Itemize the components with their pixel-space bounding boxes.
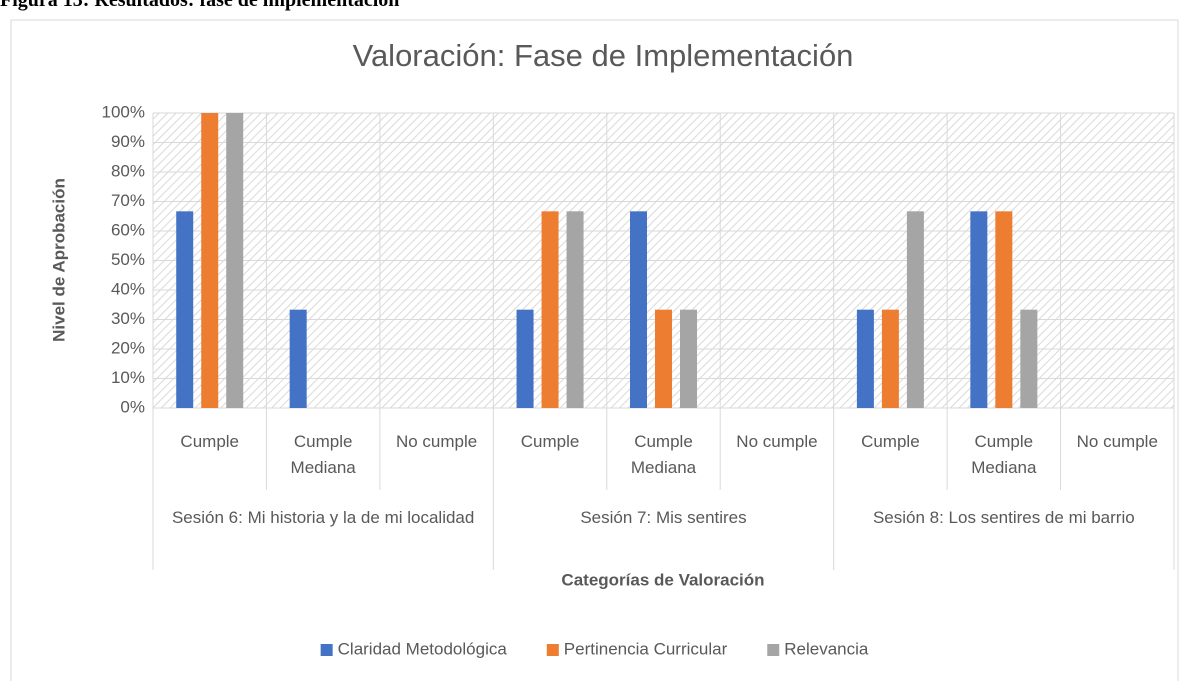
y-tick-label: 80% [111,161,145,180]
legend-swatch [320,644,333,656]
bar [970,211,988,408]
bar [680,309,697,408]
y-tick-label: 50% [111,250,145,269]
bar [906,211,924,408]
bar [995,211,1013,408]
bar [201,113,219,408]
bar [289,309,307,408]
chart-title: Valoración: Fase de Implementación [353,38,854,73]
bar [630,211,647,408]
legend-label: Claridad Metodológica [338,639,508,658]
x-tick-label: Cumple [180,432,239,451]
y-tick-label: 0% [120,397,145,416]
legend-swatch [767,644,780,656]
x-group-label: Sesión 7: Mis sentires [580,508,746,527]
bar [655,309,672,408]
y-axis-label: Nivel de Aprobación [49,178,68,342]
x-tick-label: No cumple [736,432,817,451]
x-group-label: Sesión 8: Los sentires de mi barrio [873,508,1135,527]
bar [1020,309,1038,408]
legend-label: Relevancia [784,639,869,658]
x-group-label: Sesión 6: Mi historia y la de mi localid… [172,508,474,527]
x-axis-label: Categorías de Valoración [561,570,764,589]
y-tick-label: 60% [111,220,145,239]
bar [566,211,584,408]
bar [541,211,559,408]
legend-swatch [546,644,559,656]
bar [516,309,534,408]
x-tick-label: Cumple Mediana [971,432,1037,477]
x-tick-label: Cumple Mediana [631,432,697,477]
y-tick-label: 10% [111,368,145,387]
y-tick-label: 30% [111,309,145,328]
x-tick-label: Cumple [521,432,580,451]
bar [881,309,899,408]
y-tick-label: 40% [111,279,145,298]
x-tick-label: No cumple [396,432,477,451]
caption: Figura 13: Resultados: fase de implement… [0,0,399,11]
bar [226,113,244,408]
x-tick-label: Cumple [861,432,920,451]
bar [176,211,194,408]
legend-label: Pertinencia Curricular [564,639,728,658]
bar [856,309,874,408]
y-tick-label: 70% [111,191,145,210]
x-tick-label: No cumple [1077,432,1158,451]
y-tick-label: 20% [111,338,145,357]
x-tick-label: Cumple Mediana [291,432,357,477]
y-tick-label: 100% [102,102,145,121]
y-tick-label: 90% [111,132,145,151]
